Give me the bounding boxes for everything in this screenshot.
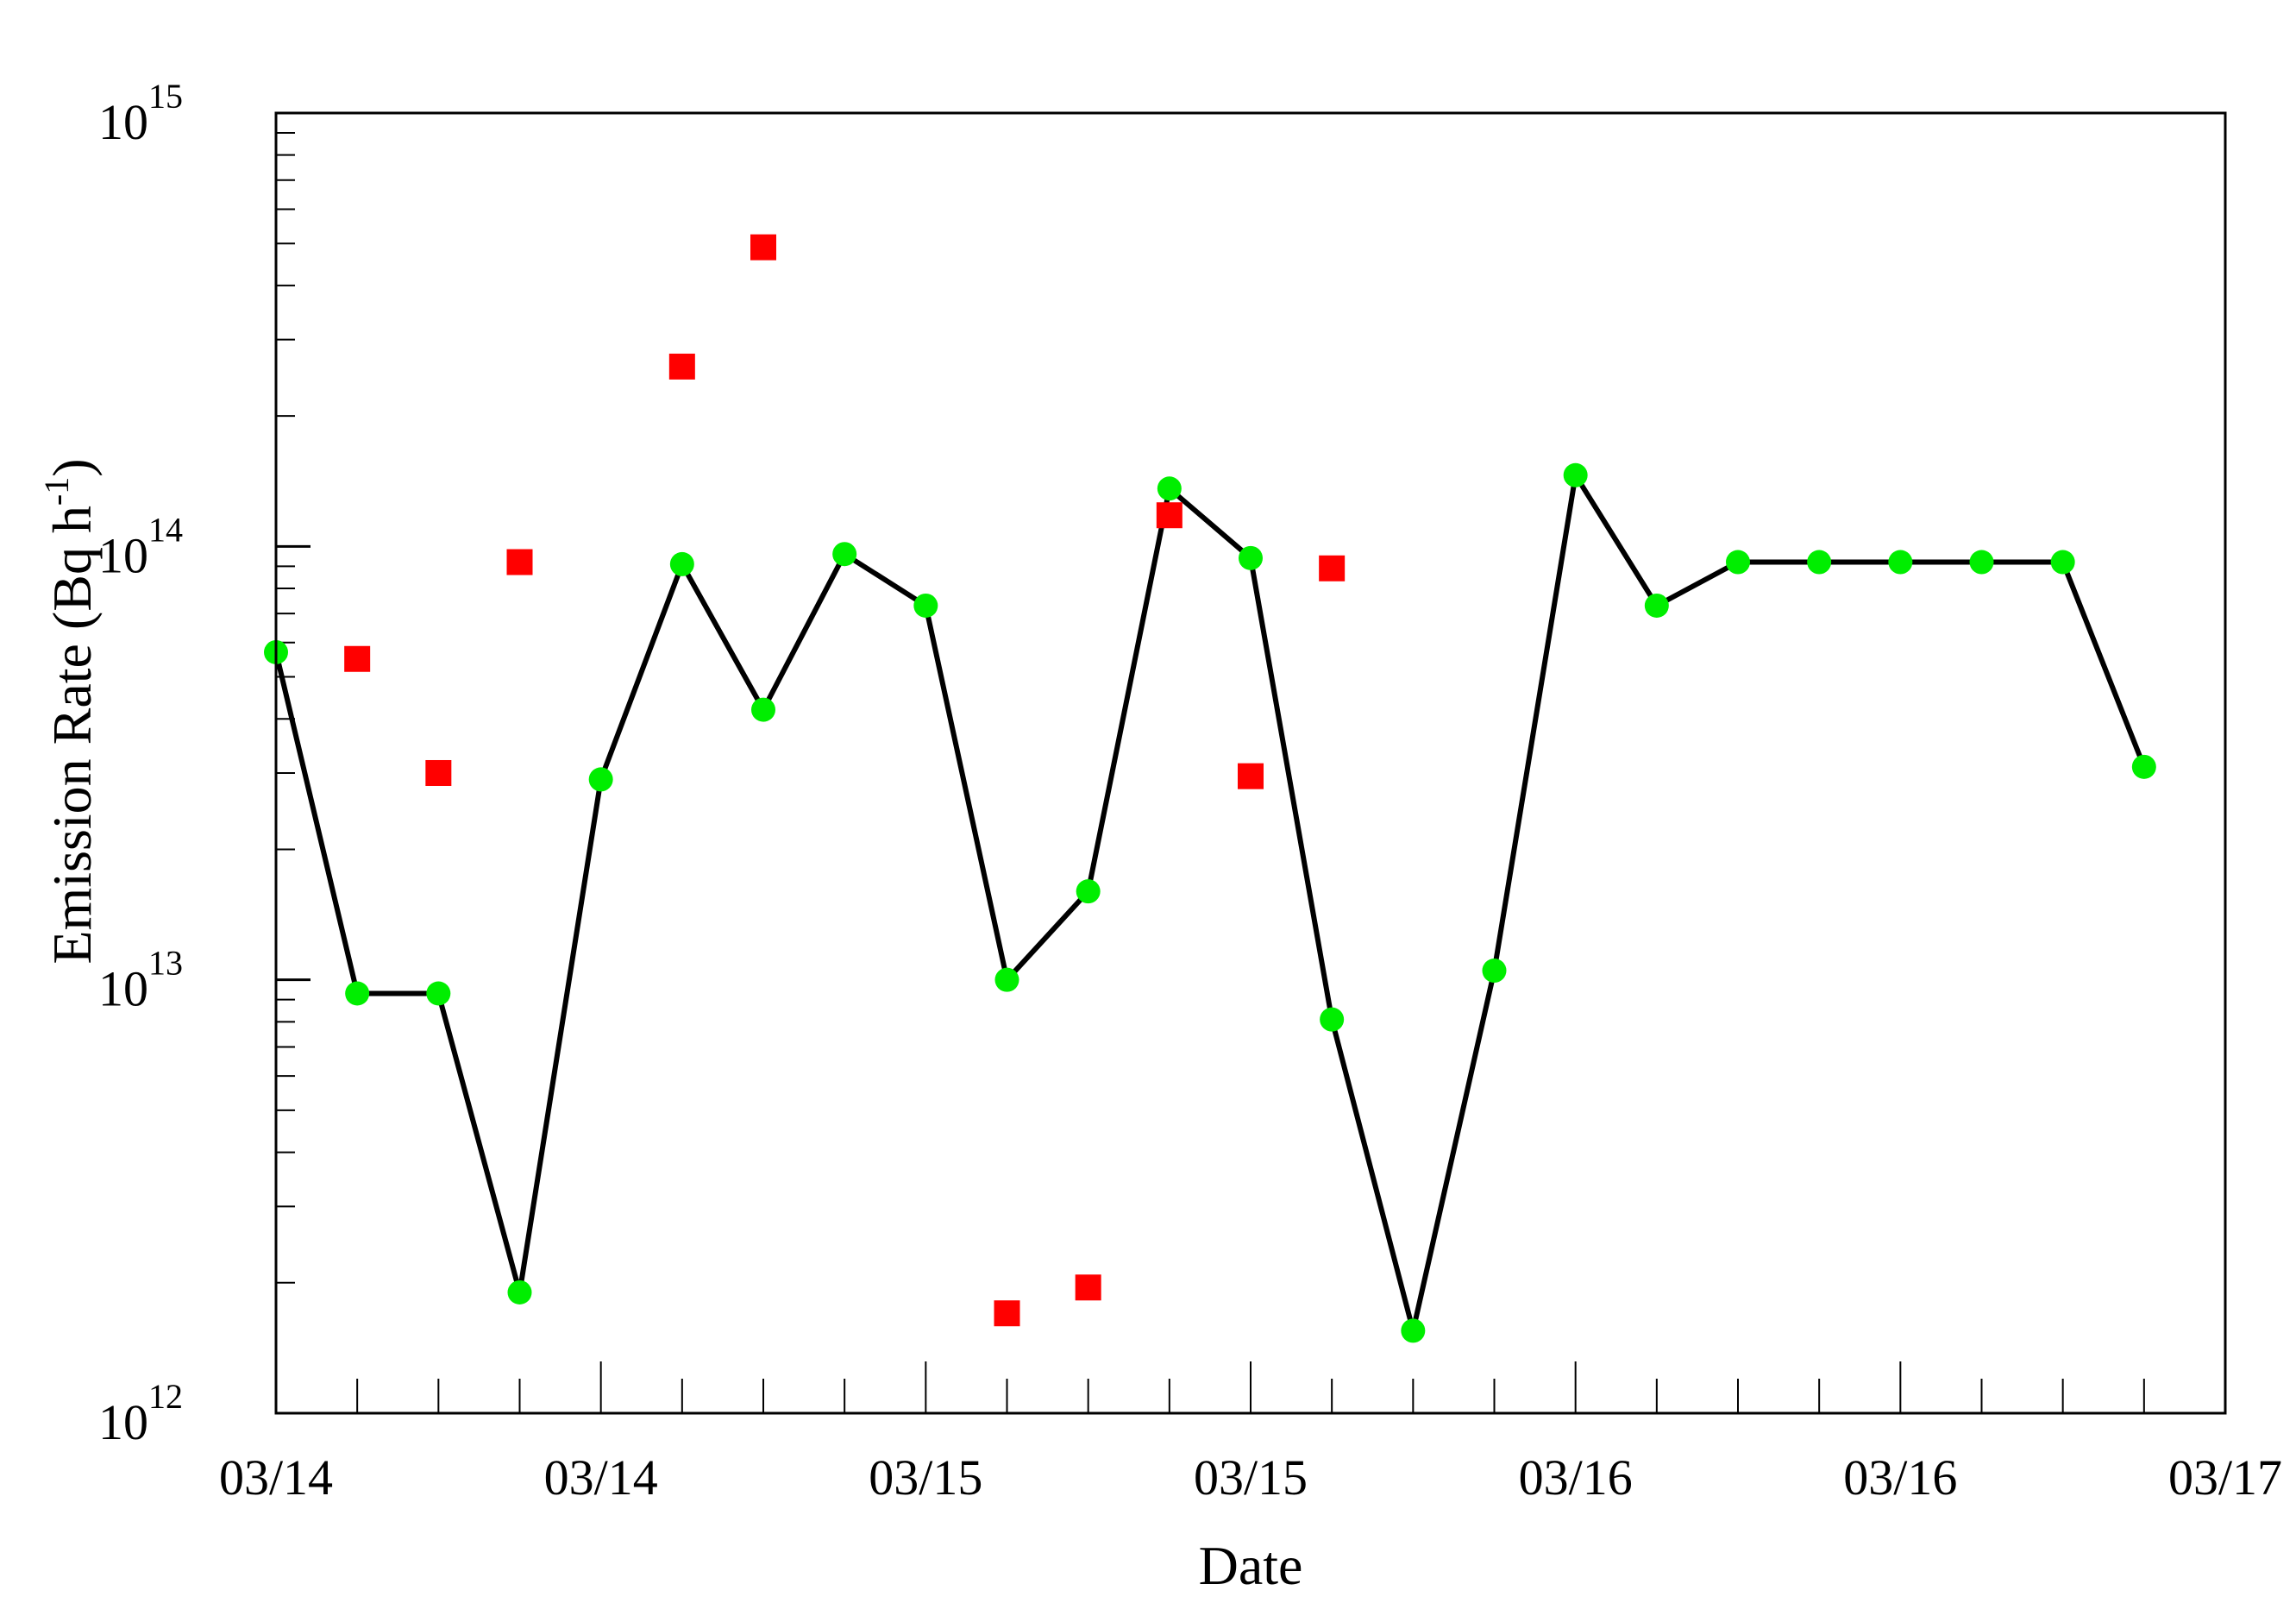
y-axis-title: Emission Rate (Bq h-1) xyxy=(37,458,103,964)
green-circle-point xyxy=(1644,593,1669,618)
green-circle-point xyxy=(1239,545,1263,570)
y-axis-title-superscript: -1 xyxy=(37,477,76,506)
x-axis-title: Date xyxy=(1199,1535,1303,1596)
y-tick-label: 1013 xyxy=(98,944,183,1017)
series-line xyxy=(273,472,2147,1334)
green-circle-point xyxy=(345,981,370,1006)
green-circle-point xyxy=(426,981,451,1006)
red-square-point xyxy=(1319,555,1346,581)
green-circle-point xyxy=(1726,550,1750,575)
x-tick-label: 03/17 xyxy=(2168,1449,2282,1506)
green-circle-point xyxy=(1888,550,1913,575)
x-tick-label: 03/15 xyxy=(869,1449,982,1506)
y-axis-title-main: Emission Rate (Bq h xyxy=(41,506,103,965)
green-circle-point xyxy=(2050,550,2075,575)
red-square-point xyxy=(668,353,695,380)
svg-text:Emission Rate (Bq h-1): Emission Rate (Bq h-1) xyxy=(37,458,103,964)
green-circle-point xyxy=(669,551,694,576)
x-tick-label: 03/14 xyxy=(219,1449,333,1506)
green-circle-point xyxy=(1563,462,1588,487)
green-circle-point xyxy=(1401,1318,1426,1343)
red-square-point xyxy=(994,1300,1020,1327)
series-layer xyxy=(264,234,2156,1343)
red-square-point xyxy=(1075,1274,1101,1301)
green-circle-point xyxy=(1320,1007,1345,1032)
y-tick-label: 1014 xyxy=(98,510,183,583)
plot-frame xyxy=(274,111,2227,1415)
green-circle-point xyxy=(2131,754,2156,779)
green-circle-point xyxy=(588,767,613,792)
y-tick-labels: 1012 1013 1014 1015 xyxy=(98,77,183,1450)
green-circle-point xyxy=(1076,879,1101,904)
y-tick-label: 1015 xyxy=(98,77,183,150)
x-tick-labels: 03/14 03/14 03/15 03/15 03/16 03/16 03/17 xyxy=(219,1449,2282,1506)
x-tick-label: 03/15 xyxy=(1194,1449,1308,1506)
red-square-point xyxy=(344,645,371,672)
red-square-point xyxy=(750,234,776,261)
green-circle-point xyxy=(507,1279,532,1304)
green-circle-point xyxy=(751,697,775,722)
green-circle-point xyxy=(1157,476,1182,501)
green-circle-point xyxy=(913,593,938,618)
x-tick-label: 03/16 xyxy=(1843,1449,1957,1506)
red-square-point xyxy=(425,759,452,786)
green-circle-point xyxy=(1482,959,1507,984)
x-tick-label: 03/14 xyxy=(544,1449,658,1506)
y-axis-title-suffix: ) xyxy=(41,458,103,476)
x-tick-label: 03/16 xyxy=(1519,1449,1633,1506)
red-square-point xyxy=(1156,502,1183,529)
green-circle-point xyxy=(832,542,857,567)
green-circle-point xyxy=(1807,550,1832,575)
red-square-point xyxy=(1238,763,1264,789)
y-tick-label: 1012 xyxy=(98,1377,183,1450)
green-circle-point xyxy=(994,967,1019,992)
green-circle-point xyxy=(1969,550,1994,575)
axis-ticks xyxy=(275,131,2226,1415)
red-square-point xyxy=(506,549,533,575)
